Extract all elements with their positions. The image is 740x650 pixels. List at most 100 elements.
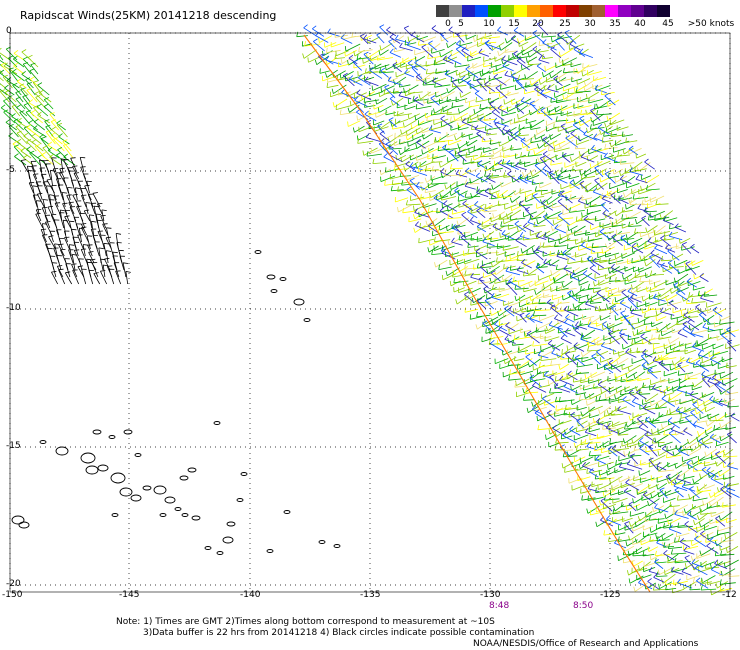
wind-barb <box>601 449 614 454</box>
wind-barb-flag <box>695 303 701 308</box>
wind-barb-flag <box>46 178 52 181</box>
wind-barb-flag <box>525 388 528 394</box>
wind-barb <box>429 146 442 154</box>
wind-barb <box>626 371 638 379</box>
wind-barb <box>671 429 685 435</box>
wind-barb <box>399 139 414 145</box>
wind-barb-flag <box>703 460 706 467</box>
wind-barb-flag <box>106 227 112 229</box>
wind-barb <box>622 209 633 213</box>
wind-barb-flag <box>680 310 683 316</box>
wind-barb <box>461 133 474 138</box>
wind-barb <box>656 524 670 530</box>
wind-barb <box>373 120 385 126</box>
wind-barb-flag <box>564 318 569 323</box>
wind-barb <box>648 343 660 345</box>
wind-barb-flag <box>39 159 45 162</box>
wind-barb <box>720 315 731 321</box>
wind-barb <box>711 511 725 518</box>
wind-barb-flag <box>524 175 529 181</box>
wind-barb-flag <box>574 230 576 236</box>
wind-barb <box>503 175 516 178</box>
wind-barb-flag <box>522 235 525 241</box>
wind-barb <box>598 266 612 271</box>
wind-barb <box>455 133 466 141</box>
wind-barb <box>603 489 616 498</box>
wind-barb-flag <box>421 149 423 155</box>
wind-barb <box>671 552 687 555</box>
wind-barb <box>555 63 566 68</box>
wind-barb-flag <box>673 346 676 352</box>
wind-barb <box>552 428 565 436</box>
wind-barb-flag <box>668 299 674 304</box>
wind-barb-flag <box>451 102 454 108</box>
wind-barb-flag <box>366 120 372 123</box>
wind-barb-flag <box>656 461 661 467</box>
wind-barb <box>723 475 735 480</box>
wind-barb-flag <box>579 320 581 326</box>
wind-barb-flag <box>696 417 699 423</box>
legend-swatch <box>501 5 514 17</box>
wind-barb <box>688 461 702 470</box>
wind-barb <box>599 399 615 401</box>
wind-barb <box>518 280 533 288</box>
wind-barb-flag <box>621 214 624 220</box>
wind-barb <box>704 462 718 467</box>
wind-barb-flag <box>523 222 528 227</box>
wind-barb <box>440 160 451 168</box>
wind-barb <box>639 448 650 456</box>
wind-barb-flag <box>532 310 535 317</box>
wind-barb-flag <box>554 445 557 451</box>
wind-barb <box>493 76 507 86</box>
wind-barb-flag <box>12 140 18 145</box>
wind-barb-flag <box>76 205 82 207</box>
wind-barb <box>454 190 465 198</box>
wind-barb <box>624 490 636 499</box>
wind-barb-flag <box>523 271 525 277</box>
wind-barb-flag <box>668 231 673 237</box>
wind-barb-flag <box>535 129 538 135</box>
wind-barb <box>644 210 657 213</box>
wind-barb <box>596 292 610 303</box>
wind-barb-flag <box>479 116 484 121</box>
wind-barb <box>437 231 454 234</box>
wind-barb-flag <box>627 451 630 457</box>
wind-barb <box>574 469 587 471</box>
wind-barb <box>620 178 632 184</box>
wind-barb-flag <box>21 70 26 75</box>
wind-barb-flag <box>558 76 561 82</box>
wind-barb <box>718 483 732 493</box>
wind-barb-flag <box>101 209 107 211</box>
wind-barb <box>663 553 675 561</box>
wind-barb <box>595 85 611 91</box>
wind-barb-flag <box>685 261 691 264</box>
wind-barb <box>501 181 512 188</box>
wind-barb-flag <box>457 78 460 84</box>
wind-barb <box>642 307 654 314</box>
wind-barb <box>465 293 478 301</box>
wind-barb <box>502 65 514 72</box>
wind-barb-flag <box>515 103 520 107</box>
wind-barb-flag <box>526 269 529 275</box>
wind-barb <box>358 70 370 77</box>
wind-barb-flag <box>446 109 449 115</box>
wind-barb <box>520 175 532 180</box>
wind-barb-flag <box>615 218 618 224</box>
wind-barb-flag <box>580 257 583 263</box>
wind-barb <box>607 469 619 476</box>
wind-barb-flag <box>465 167 470 172</box>
wind-barb <box>724 448 734 456</box>
wind-barb-flag <box>569 207 571 213</box>
wind-barb-flag <box>589 393 591 399</box>
wind-barb <box>458 203 469 208</box>
wind-barb <box>422 203 437 209</box>
wind-barb-flag <box>37 192 43 195</box>
wind-barb <box>380 175 396 182</box>
wind-barb <box>380 42 393 51</box>
wind-barb-flag <box>413 205 415 211</box>
wind-barb <box>553 78 563 87</box>
wind-barb-flag <box>534 289 537 295</box>
wind-barb-flag <box>45 124 51 128</box>
wind-barb-flag <box>546 299 552 303</box>
wind-barb <box>419 224 434 229</box>
